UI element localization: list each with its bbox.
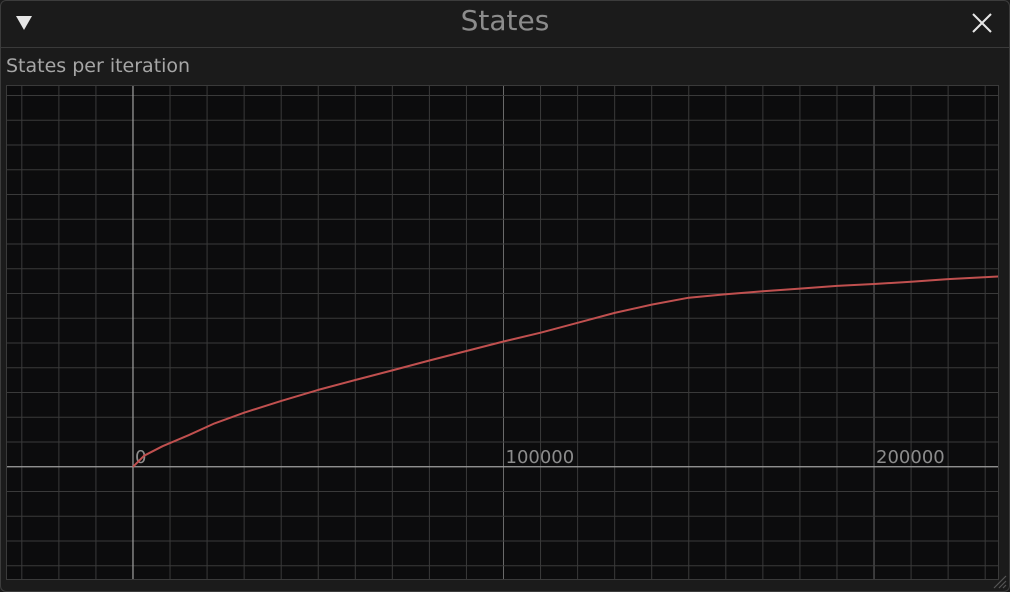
triangle-down-icon bbox=[16, 16, 32, 30]
resize-grip-icon[interactable] bbox=[991, 573, 1007, 589]
tick-labels: 0 100000 200000 bbox=[135, 447, 945, 468]
series-line bbox=[132, 275, 998, 468]
axes bbox=[7, 86, 998, 579]
x-tick-label: 0 bbox=[135, 447, 146, 468]
title-bar[interactable]: States bbox=[1, 1, 1009, 48]
plot-area[interactable]: 0 100000 200000 bbox=[6, 85, 999, 580]
close-icon bbox=[972, 13, 992, 33]
states-line-chart[interactable]: 0 100000 200000 bbox=[7, 86, 999, 580]
x-tick-label: 200000 bbox=[876, 447, 945, 468]
x-tick-label: 100000 bbox=[506, 447, 575, 468]
window-title: States bbox=[460, 4, 550, 37]
series bbox=[132, 275, 998, 468]
plot-label: States per iteration bbox=[6, 55, 191, 77]
close-button[interactable] bbox=[967, 8, 997, 38]
collapse-button[interactable] bbox=[9, 8, 39, 38]
grid-lines bbox=[7, 86, 998, 579]
